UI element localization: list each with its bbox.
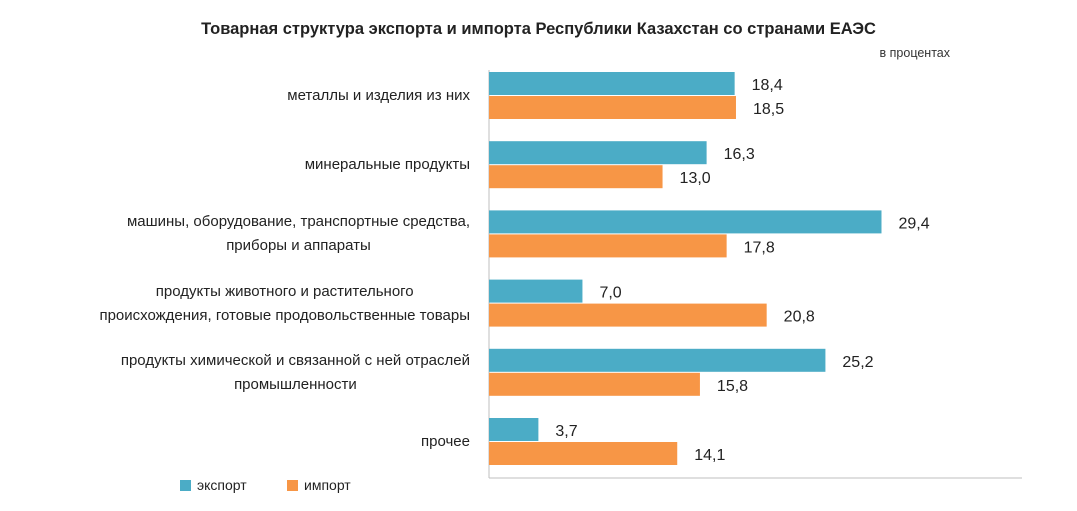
bar-экспорт-5 (489, 418, 539, 441)
category-label-line: происхождения, готовые продовольственные… (99, 306, 470, 324)
category-label-5: прочее (421, 430, 470, 454)
bar-экспорт-2 (489, 210, 882, 234)
value-label-импорт-5: 14,1 (694, 447, 725, 464)
category-label-line: продукты химической и связанной с ней от… (120, 351, 470, 369)
bar-импорт-0 (489, 96, 736, 119)
value-label-экспорт-5: 3,7 (555, 423, 577, 440)
legend-label-import: импорт (304, 477, 351, 493)
value-label-импорт-2: 17,8 (744, 239, 775, 256)
value-label-экспорт-0: 18,4 (752, 77, 783, 94)
legend-swatch-export (180, 479, 191, 491)
value-label-экспорт-2: 29,4 (898, 215, 929, 232)
legend-item-import: импорт (287, 477, 351, 493)
chart-title: Товарная структура экспорта и импорта Ре… (201, 20, 876, 38)
unit-note: в процентах (879, 46, 950, 60)
category-label-1: минеральные продукты (305, 153, 470, 177)
category-label-line: приборы и аппараты (226, 237, 371, 255)
bar-импорт-2 (489, 234, 727, 258)
value-label-импорт-0: 18,5 (753, 101, 784, 118)
value-label-экспорт-3: 7,0 (599, 285, 621, 302)
category-label-line: машины, оборудование, транспортные средс… (126, 213, 470, 231)
legend-item-export: экспорт (180, 477, 247, 493)
value-label-импорт-1: 13,0 (680, 170, 711, 187)
legend-label-export: экспорт (197, 477, 247, 493)
legend-swatch-import (287, 479, 298, 491)
category-label-2: машины, оборудование, транспортные средс… (127, 210, 470, 258)
category-label-3: продукты животного и растительного происх… (99, 280, 470, 328)
category-label-line: прочее (421, 433, 470, 450)
category-label-line: металлы и изделия из них (287, 87, 470, 104)
category-label-line: промышленности (234, 375, 357, 393)
bar-импорт-4 (489, 372, 700, 396)
bar-экспорт-4 (489, 348, 826, 372)
value-label-экспорт-4: 25,2 (842, 354, 873, 371)
bar-импорт-5 (489, 442, 678, 465)
category-label-line: минеральные продукты (304, 156, 470, 174)
value-label-импорт-3: 20,8 (784, 309, 815, 326)
category-label-line: продукты животного и растительного (155, 282, 414, 300)
bar-экспорт-0 (489, 72, 735, 95)
value-label-импорт-4: 15,8 (717, 378, 748, 395)
bar-импорт-3 (489, 303, 767, 327)
category-label-0: металлы и изделия из них (287, 84, 470, 108)
category-label-4: продукты химической и связанной с ней от… (121, 349, 470, 397)
bar-экспорт-3 (489, 279, 583, 303)
value-label-экспорт-1: 16,3 (724, 146, 755, 163)
bar-импорт-1 (489, 165, 663, 189)
bar-экспорт-1 (489, 141, 707, 165)
